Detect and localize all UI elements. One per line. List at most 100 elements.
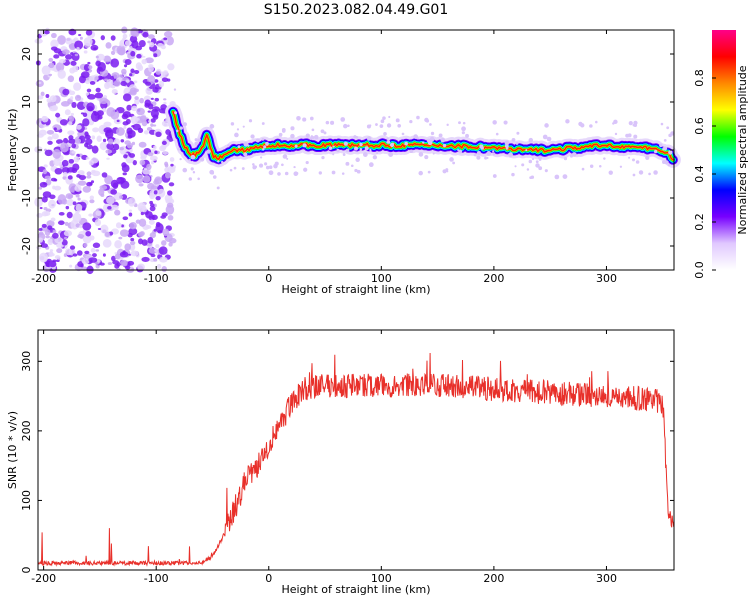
ridge-speck xyxy=(386,123,392,128)
ridge-speck xyxy=(662,146,668,151)
ridge-speck xyxy=(182,167,188,173)
noise-blob xyxy=(97,228,102,231)
noise-blob xyxy=(87,94,96,100)
ridge-speck xyxy=(446,123,449,127)
noise-blob xyxy=(103,121,112,127)
ridge-speck xyxy=(318,171,322,175)
noise-blob xyxy=(49,95,57,103)
noise-blob xyxy=(68,138,76,144)
ridge-speck xyxy=(281,163,284,167)
ridge-speck xyxy=(426,138,431,143)
noise-blob xyxy=(101,172,108,178)
ridge-speck xyxy=(382,116,386,120)
noise-blob xyxy=(147,40,151,44)
ridge-speck xyxy=(364,146,369,151)
noise-blob xyxy=(147,34,155,39)
noise-blob xyxy=(147,152,154,157)
noise-blob xyxy=(99,76,104,80)
ridge-speck xyxy=(332,153,335,156)
noise-blob xyxy=(89,80,96,85)
noise-blob xyxy=(83,37,93,47)
noise-blob xyxy=(120,80,128,87)
ridge-speck xyxy=(281,129,286,133)
noise-blob xyxy=(128,212,133,217)
ridge-speck xyxy=(237,145,241,149)
noise-blob xyxy=(74,185,82,192)
noise-blob xyxy=(144,102,150,108)
noise-blob xyxy=(38,231,44,236)
noise-blob xyxy=(162,228,170,237)
noise-blob xyxy=(57,220,65,226)
noise-blob xyxy=(128,227,138,236)
noise-blob xyxy=(57,69,66,79)
ridge-speck xyxy=(554,174,560,180)
noise-blob xyxy=(167,214,174,221)
ridge-speck xyxy=(355,157,360,163)
noise-blob xyxy=(132,160,137,166)
ridge-speck xyxy=(589,164,594,168)
noise-blob xyxy=(47,136,53,141)
noise-blob xyxy=(114,209,121,216)
noise-blob xyxy=(77,197,81,201)
ridge-speck xyxy=(330,120,335,125)
snr-x-ticks: -200 -100 0 100 200 300 xyxy=(31,330,617,585)
noise-blob xyxy=(154,97,160,102)
noise-blob xyxy=(102,253,106,257)
noise-blob xyxy=(97,110,104,117)
noise-blob xyxy=(99,97,109,105)
ridge-speck xyxy=(350,164,354,168)
ridge-speck xyxy=(666,126,670,130)
noise-blob xyxy=(128,253,132,256)
ridge-speck xyxy=(544,169,548,173)
noise-blob xyxy=(165,36,174,46)
noise-blob xyxy=(95,249,100,252)
ridge-speck xyxy=(476,155,481,160)
ridge-speck xyxy=(486,156,489,160)
ridge-speck xyxy=(542,134,548,140)
ridge-speck xyxy=(645,155,650,160)
noise-blob xyxy=(102,239,112,248)
ridge-speck xyxy=(321,155,325,160)
ridge-speck xyxy=(465,133,469,138)
ridge-speck xyxy=(660,122,664,126)
ridge-speck xyxy=(492,174,497,178)
ridge-speck xyxy=(315,136,319,140)
noise-blob xyxy=(122,261,128,267)
noise-blob xyxy=(167,63,175,71)
noise-blob xyxy=(131,141,136,146)
noise-blob xyxy=(53,185,62,191)
noise-blob xyxy=(46,129,55,135)
noise-blob xyxy=(158,80,165,88)
ridge-speck xyxy=(442,143,447,148)
noise-blob xyxy=(63,236,68,240)
noise-blob xyxy=(138,39,146,48)
ridge-speck xyxy=(449,157,454,162)
noise-blob xyxy=(161,240,167,246)
ridge-speck xyxy=(388,115,391,119)
noise-blob xyxy=(63,253,68,257)
noise-blob xyxy=(95,210,102,217)
ridge-speck xyxy=(476,151,481,155)
ridge-speck xyxy=(217,160,220,163)
ridge-speck xyxy=(595,120,598,124)
ridge-speck xyxy=(457,149,460,152)
ridge-speck xyxy=(311,128,315,132)
noise-blob xyxy=(52,185,56,190)
noise-blob xyxy=(141,206,148,213)
snr-y-tick-label: 200 xyxy=(20,420,33,441)
ridge-speck xyxy=(628,121,633,126)
noise-blob xyxy=(114,240,122,249)
noise-blob xyxy=(145,81,152,86)
noise-blob xyxy=(54,255,61,260)
noise-blob xyxy=(63,230,73,237)
noise-blob xyxy=(48,57,54,62)
noise-blob xyxy=(81,258,90,265)
ridge-speck xyxy=(206,149,211,154)
noise-blob xyxy=(34,197,43,208)
spectrogram-y-axis-label: Frequency (Hz) xyxy=(6,109,19,192)
ridge-speck xyxy=(418,170,423,176)
noise-blob xyxy=(97,115,103,120)
noise-blob xyxy=(50,253,55,257)
snr-y-axis-label: SNR (10 * v/v) xyxy=(6,411,19,489)
noise-blob xyxy=(138,183,144,187)
